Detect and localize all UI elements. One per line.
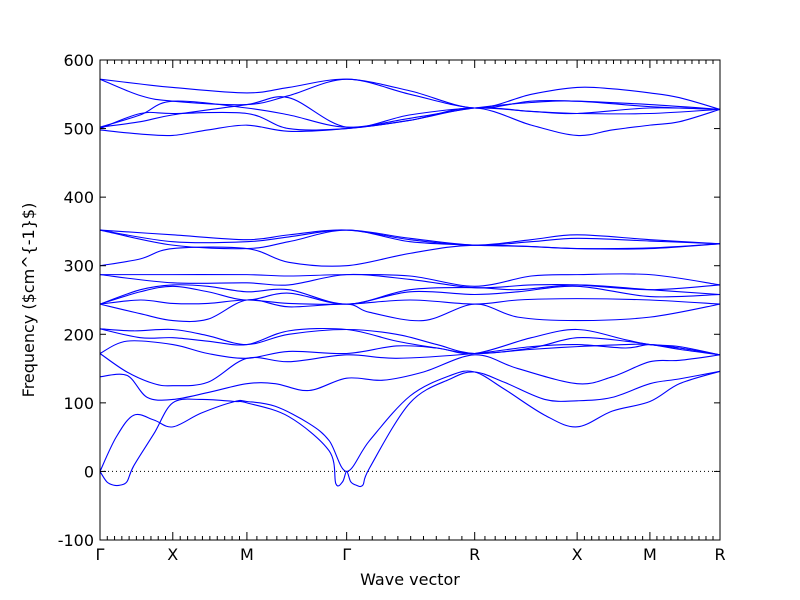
x-tick-label: R xyxy=(469,545,480,564)
y-tick-label: -100 xyxy=(58,531,94,550)
y-tick-label: 400 xyxy=(63,188,94,207)
y-tick-label: 100 xyxy=(63,394,94,413)
x-tick-label: M xyxy=(240,545,254,564)
y-axis-label: Frequency ($cm^{-1}$) xyxy=(19,203,38,398)
band-line-6 xyxy=(99,328,721,356)
x-tick-label: Γ xyxy=(96,545,105,564)
band-line-23 xyxy=(99,78,721,110)
band-line-4 xyxy=(99,343,721,387)
x-tick-label: Γ xyxy=(342,545,351,564)
band-line-21 xyxy=(99,96,721,129)
band-line-12 xyxy=(100,273,721,287)
band-lines xyxy=(99,78,721,488)
y-tick-label: 200 xyxy=(63,325,94,344)
y-tick-label: 300 xyxy=(63,257,94,276)
band-line-17 xyxy=(99,229,721,250)
band-line-8 xyxy=(99,299,721,323)
x-tick-label: X xyxy=(167,545,178,564)
plot-frame xyxy=(99,59,721,541)
band-line-16 xyxy=(99,229,721,246)
y-tick-label: 600 xyxy=(63,51,94,70)
band-line-2 xyxy=(99,370,721,488)
axis-ticks: -100 0 100 200 300 400 500 600 Γ X M Γ R X M R xyxy=(58,51,726,564)
x-tick-label: M xyxy=(643,545,657,564)
y-tick-label: 0 xyxy=(84,462,94,481)
x-axis-label: Wave vector xyxy=(360,570,460,589)
band-line-13 xyxy=(99,273,721,291)
band-line-15 xyxy=(99,229,721,246)
x-tick-label: X xyxy=(572,545,583,564)
band-line-22 xyxy=(99,78,721,110)
band-line-7 xyxy=(99,327,721,356)
band-line-3 xyxy=(99,354,721,401)
y-tick-label: 500 xyxy=(63,120,94,139)
x-tick-label: R xyxy=(714,545,725,564)
band-line-19 xyxy=(99,107,721,131)
